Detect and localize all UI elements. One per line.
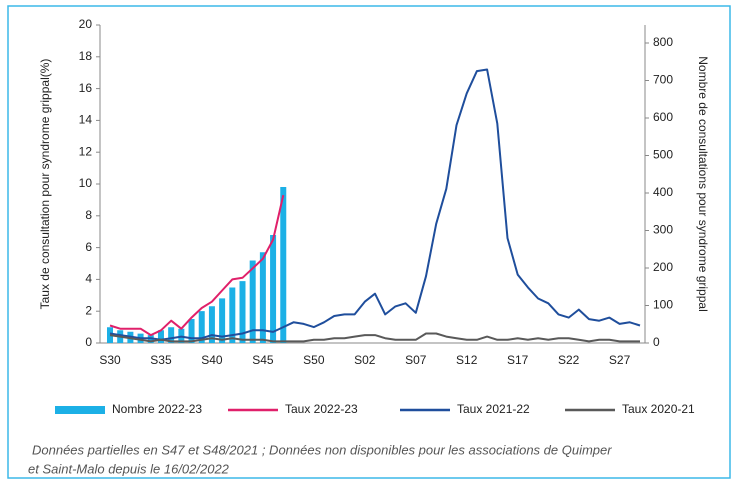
y2-tick-label: 300 [653, 223, 673, 237]
y-tick-label: 10 [79, 176, 93, 190]
x-tick-label: S22 [558, 353, 580, 367]
y-tick-label: 16 [79, 81, 93, 95]
bar [249, 260, 256, 343]
x-tick-label: S45 [252, 353, 274, 367]
y2-tick-label: 600 [653, 110, 673, 124]
legend-label: Taux 2020-21 [622, 402, 695, 416]
bar [198, 311, 205, 343]
bar [239, 281, 246, 343]
x-tick-label: S30 [99, 353, 121, 367]
bar [259, 252, 266, 343]
x-tick-label: S35 [150, 353, 172, 367]
footnote: et Saint-Malo depuis le 16/02/2022 [28, 461, 230, 476]
legend-label: Nombre 2022-23 [112, 402, 202, 416]
bar [270, 235, 277, 343]
x-tick-label: S12 [456, 353, 478, 367]
y-tick-label: 14 [79, 113, 93, 127]
x-tick-label: S50 [303, 353, 325, 367]
y-tick-label: 0 [85, 335, 92, 349]
y2-tick-label: 400 [653, 185, 673, 199]
y2-tick-label: 0 [653, 335, 660, 349]
y-tick-label: 12 [79, 144, 93, 158]
y-axis-title: Taux de consultation pour syndrome gripp… [38, 59, 52, 310]
line [109, 68, 641, 341]
bar [229, 287, 236, 343]
y2-tick-label: 800 [653, 35, 673, 49]
line [109, 194, 285, 337]
footnote: Données partielles en S47 et S48/2021 ; … [32, 442, 612, 457]
legend-swatch [55, 406, 105, 414]
y-tick-label: 6 [85, 240, 92, 254]
frame [7, 5, 731, 479]
bar [168, 327, 175, 343]
y-tick-label: 2 [85, 303, 92, 317]
x-tick-label: S02 [354, 353, 376, 367]
y2-axis-title: Nombre de consultations pour syndrome gr… [696, 56, 710, 311]
y2-tick-label: 700 [653, 73, 673, 87]
y-tick-label: 18 [79, 49, 93, 63]
x-tick-label: S27 [609, 353, 631, 367]
x-tick-label: S40 [201, 353, 223, 367]
bar [188, 319, 195, 343]
x-tick-label: S17 [507, 353, 529, 367]
line [109, 332, 640, 343]
x-tick-label: S07 [405, 353, 427, 367]
bar [208, 306, 215, 343]
legend-label: Taux 2022-23 [285, 402, 358, 416]
y-tick-label: 4 [85, 272, 92, 286]
bar [157, 330, 164, 343]
y-tick-label: 8 [85, 208, 92, 222]
bar [280, 187, 287, 343]
y2-tick-label: 500 [653, 148, 673, 162]
y2-tick-label: 100 [653, 298, 673, 312]
bar [219, 298, 226, 343]
y2-tick-label: 200 [653, 260, 673, 274]
legend-label: Taux 2021-22 [457, 402, 530, 416]
y-tick-label: 20 [79, 17, 93, 31]
